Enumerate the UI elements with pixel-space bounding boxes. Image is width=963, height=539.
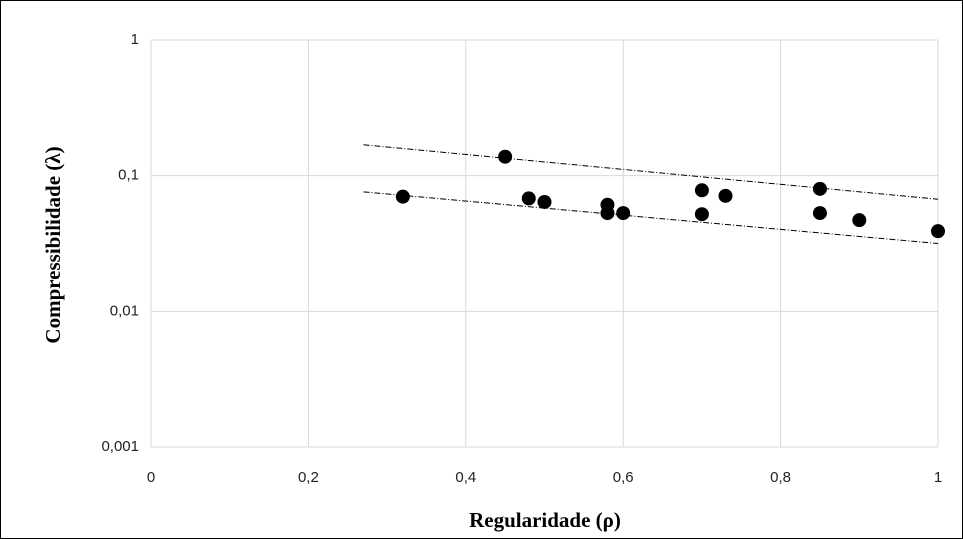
scatter-point <box>852 213 867 228</box>
y-tick-label: 1 <box>131 31 139 48</box>
y-tick-label: 0,01 <box>110 302 139 319</box>
x-axis-title: Regularidade (ρ) <box>469 508 621 532</box>
scatter-point <box>931 224 945 239</box>
x-tick-label: 0 <box>147 469 155 486</box>
trendline <box>363 191 939 245</box>
trendline <box>363 144 939 200</box>
x-tick-label: 0,2 <box>298 469 319 486</box>
scatter-point <box>718 188 733 203</box>
scatter-point <box>694 183 709 198</box>
scatter-point <box>600 206 615 221</box>
y-tick-label: 0,1 <box>118 167 139 184</box>
scatter-point <box>521 191 536 206</box>
scatter-point <box>812 206 827 221</box>
scatter-point <box>616 206 631 221</box>
scatter-point <box>498 149 513 164</box>
scatter-point <box>395 189 410 204</box>
x-tick-label: 0,8 <box>770 469 791 486</box>
x-tick-label: 0,4 <box>455 469 476 486</box>
scatter-point <box>537 194 552 209</box>
y-tick-label: 0,001 <box>101 438 139 455</box>
x-tick-label: 1 <box>934 469 942 486</box>
x-tick-label: 0,6 <box>613 469 634 486</box>
scatter-point <box>812 181 827 196</box>
y-axis-title: Compressibilidade (λ) <box>41 146 65 343</box>
scatter-point <box>694 207 709 222</box>
